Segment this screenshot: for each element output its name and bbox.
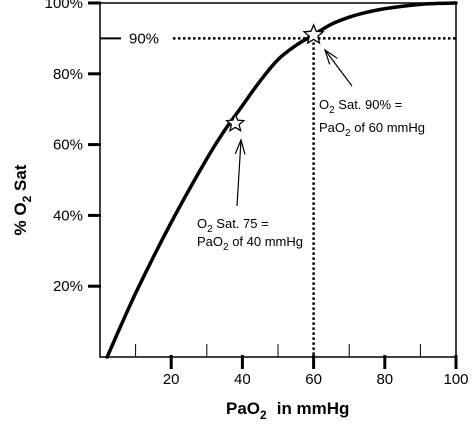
x-axis-title-part: PaO [226,399,260,418]
y-tick-label: 100% [45,0,83,12]
annotation-text: O2 Sat. 90% = [319,97,402,116]
annotation-arrow-head [323,48,338,65]
annotation-part: Sat. 75 = [213,216,269,231]
subscript: 2 [207,224,213,235]
y-axis-title: % O2 Sat [11,164,34,235]
annotation-text: PaO2 of 40 mmHg [197,234,303,253]
y-axis-title-part: % O [11,202,30,235]
x-axis-title: PaO2 in mmHg [226,399,349,422]
x-tick-label: 80 [376,371,393,388]
subscript: 2 [329,105,335,116]
star-marker [225,112,246,132]
annotation-arrow-shaft [236,139,242,207]
y-tick-label: 80% [53,66,83,83]
y-tick-label: 60% [53,137,83,154]
annotation-arrow-head [234,138,246,155]
star-marker [302,23,325,45]
annotation-part: of 40 mmHg [229,234,303,249]
annotation-part: PaO [319,120,345,135]
x-tick-label: 60 [305,371,322,388]
subscript: 2 [20,195,34,202]
x-tick-label: 100 [443,371,468,388]
annotation-text: PaO2 of 60 mmHg [319,120,425,139]
x-tick-label: 40 [234,371,251,388]
x-tick-label: 20 [163,371,180,388]
subscript: 2 [223,242,229,253]
annotation-part: O [197,216,207,231]
annotation-part: PaO [197,234,223,249]
annotation-arrow-shaft [324,49,353,87]
y-axis-title-part: Sat [11,164,30,196]
plot-frame [99,2,457,358]
x-axis-title-part: in mmHg [277,399,350,418]
annotation-part: O [319,97,329,112]
annotation-part: Sat. 90% = [335,97,403,112]
y-tick-label: 40% [53,207,83,224]
annotation-text: O2 Sat. 75 = [197,216,269,235]
annotation-part: of 60 mmHg [351,120,425,135]
reference-label: 90% [129,30,159,47]
y-tick-label: 20% [53,278,83,295]
subscript: 2 [345,128,351,139]
subscript: 2 [260,408,267,422]
saturation-curve [105,1,458,359]
